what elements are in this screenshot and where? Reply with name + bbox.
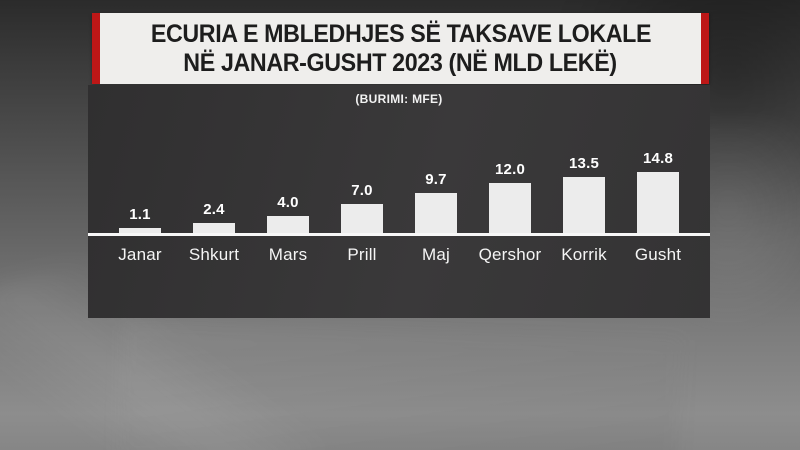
bar — [193, 223, 235, 233]
chart-panel: (BURIMI: MFE) 1.1 Janar 2.4 Shkurt 4.0 Mars 7.… — [88, 85, 710, 318]
title-card: ECURIA E MBLEDHJES SË TAKSAVE LOKALE NË … — [92, 13, 709, 84]
bar-column: 9.7 Maj — [399, 85, 473, 318]
bar-value-label: 2.4 — [203, 201, 225, 219]
chart-title-line2: NË JANAR-GUSHT 2023 (NË MLD LEKË) — [183, 48, 618, 77]
x-axis-label: Gusht — [634, 245, 682, 264]
x-axis-label: Shkurt — [188, 245, 240, 264]
bar — [489, 183, 531, 233]
x-axis-label: Mars — [268, 245, 308, 264]
x-axis-label: Janar — [118, 245, 162, 264]
chart-title-line1: ECURIA E MBLEDHJES SË TAKSAVE LOKALE — [150, 19, 651, 48]
x-axis-label: Maj — [422, 245, 450, 264]
bar-value-label: 7.0 — [351, 181, 373, 199]
bar — [119, 228, 161, 233]
bar-column: 14.8 Gusht — [621, 85, 695, 318]
bar-column: 12.0 Qershor — [473, 85, 547, 318]
bar — [637, 171, 679, 233]
bar — [415, 192, 457, 233]
background-shape — [117, 320, 683, 450]
x-axis-label: Korrik — [561, 245, 607, 264]
bar-value-label: 9.7 — [425, 170, 447, 188]
bar-column: 2.4 Shkurt — [177, 85, 251, 318]
bar-value-label: 14.8 — [643, 149, 673, 167]
bar — [341, 203, 383, 233]
bar — [267, 216, 309, 233]
x-axis-label: Prill — [347, 245, 377, 264]
bar-value-label: 4.0 — [277, 194, 299, 212]
bar-column: 7.0 Prill — [325, 85, 399, 318]
bar-value-label: 13.5 — [569, 154, 599, 172]
x-axis-line — [88, 233, 710, 236]
bar-value-label: 12.0 — [495, 161, 525, 179]
bar-column: 1.1 Janar — [103, 85, 177, 318]
bar-column: 4.0 Mars — [251, 85, 325, 318]
bar-value-label: 1.1 — [129, 206, 151, 224]
x-axis-label: Qershor — [478, 245, 542, 264]
bar — [563, 176, 605, 233]
bar-chart: 1.1 Janar 2.4 Shkurt 4.0 Mars 7.0 Prill 9.7 Maj 12… — [88, 85, 710, 318]
source-note: (BURIMI: MFE) — [355, 92, 443, 106]
bar-column: 13.5 Korrik — [547, 85, 621, 318]
